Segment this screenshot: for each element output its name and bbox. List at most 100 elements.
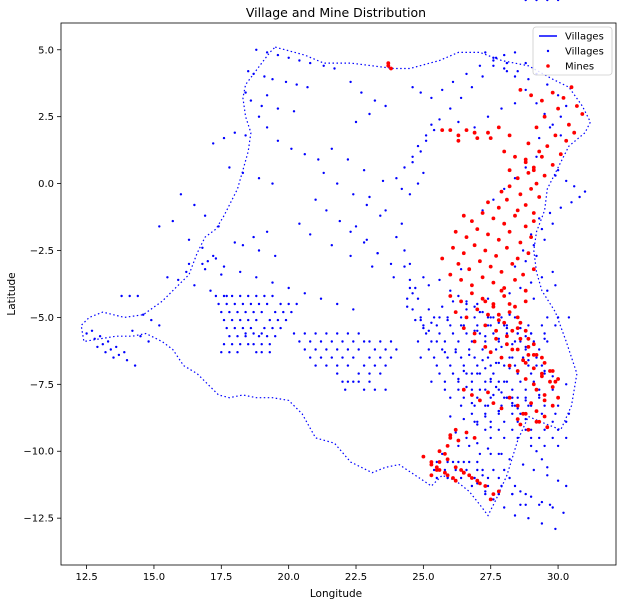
village-point — [476, 364, 479, 367]
village-point — [403, 249, 406, 252]
mine-point — [542, 173, 547, 178]
village-point — [449, 324, 452, 327]
village-point — [478, 388, 482, 391]
village-point — [457, 460, 460, 464]
village-point — [465, 436, 468, 440]
mine-point — [523, 299, 528, 304]
village-point — [446, 318, 449, 322]
mine-point — [510, 262, 515, 266]
village-point — [548, 503, 552, 506]
mine-point — [467, 473, 472, 478]
village-point — [239, 343, 242, 346]
village-point — [368, 372, 371, 375]
village-point — [546, 340, 549, 343]
x-tick-label: 20.0 — [278, 572, 300, 583]
village-point — [362, 169, 366, 172]
village-point — [239, 294, 242, 298]
mine-point — [496, 237, 501, 242]
mine-point — [531, 382, 536, 387]
village-point — [492, 198, 495, 201]
village-point — [214, 294, 218, 298]
mine-point — [461, 326, 466, 330]
village-point — [230, 343, 234, 346]
village-point — [559, 134, 562, 137]
village-point — [384, 104, 387, 108]
village-point — [459, 268, 463, 271]
village-point — [535, 155, 538, 158]
village-point — [565, 104, 568, 108]
village-point — [513, 364, 517, 367]
mine-point — [486, 130, 490, 135]
mine-point — [488, 136, 493, 141]
village-point — [457, 377, 460, 381]
mine-point — [550, 369, 555, 373]
village-point — [476, 372, 479, 375]
mine-point — [537, 419, 542, 424]
mine-point — [470, 393, 474, 397]
village-point — [368, 195, 371, 199]
village-point — [419, 316, 422, 319]
village-point — [465, 385, 468, 389]
village-point — [422, 326, 425, 330]
x-tick-label: 15.0 — [143, 572, 165, 583]
mine-point — [453, 229, 458, 234]
village-point — [265, 51, 269, 54]
mine-point — [499, 288, 504, 293]
village-point — [556, 428, 560, 431]
mine-point — [502, 320, 507, 325]
village-point — [524, 260, 527, 263]
mine-point — [531, 211, 536, 215]
mine-point — [480, 211, 485, 215]
village-point — [529, 404, 533, 407]
mine-point — [531, 353, 536, 357]
village-point — [486, 484, 490, 488]
village-point — [492, 59, 495, 62]
village-point — [527, 359, 530, 362]
village-point — [408, 286, 412, 290]
mine-point — [540, 355, 544, 360]
village-point — [459, 324, 463, 327]
mine-point — [515, 256, 520, 261]
village-point — [551, 388, 554, 391]
village-point — [527, 364, 530, 367]
village-point — [540, 324, 544, 327]
x-axis: 12.5 15.0 17.5 20.0 22.5 25.0 27.5 30.0 — [75, 565, 569, 583]
mine-point — [470, 219, 474, 224]
village-point — [314, 364, 317, 367]
village-point — [489, 324, 492, 327]
mine-point — [475, 307, 480, 312]
village-point — [222, 265, 226, 268]
village-point — [513, 340, 517, 343]
village-point — [524, 503, 527, 506]
village-point — [416, 144, 420, 148]
village-point — [441, 305, 444, 308]
village-point — [500, 391, 503, 394]
village-point — [451, 80, 455, 84]
village-point — [508, 313, 511, 316]
village-point — [263, 75, 266, 78]
mine-point — [526, 251, 531, 256]
village-point — [276, 53, 280, 57]
village-point — [513, 514, 517, 517]
legend-label-villages-line: Villages — [565, 32, 604, 43]
village-point — [459, 476, 463, 480]
village-point — [346, 332, 350, 335]
village-point — [349, 254, 352, 258]
village-point — [225, 302, 228, 306]
village-point — [503, 380, 506, 383]
mine-point — [515, 417, 520, 421]
village-point — [511, 412, 514, 415]
village-point — [556, 0, 560, 2]
village-point — [473, 420, 476, 423]
village-point — [543, 238, 546, 241]
village-point — [365, 203, 368, 207]
village-point — [532, 244, 535, 247]
village-point — [222, 343, 226, 346]
village-point — [430, 123, 433, 126]
village-point — [513, 316, 517, 319]
mine-point — [518, 88, 523, 92]
village-point — [252, 72, 255, 76]
village-point — [371, 265, 374, 268]
village-point — [513, 177, 517, 180]
village-point — [379, 372, 382, 375]
